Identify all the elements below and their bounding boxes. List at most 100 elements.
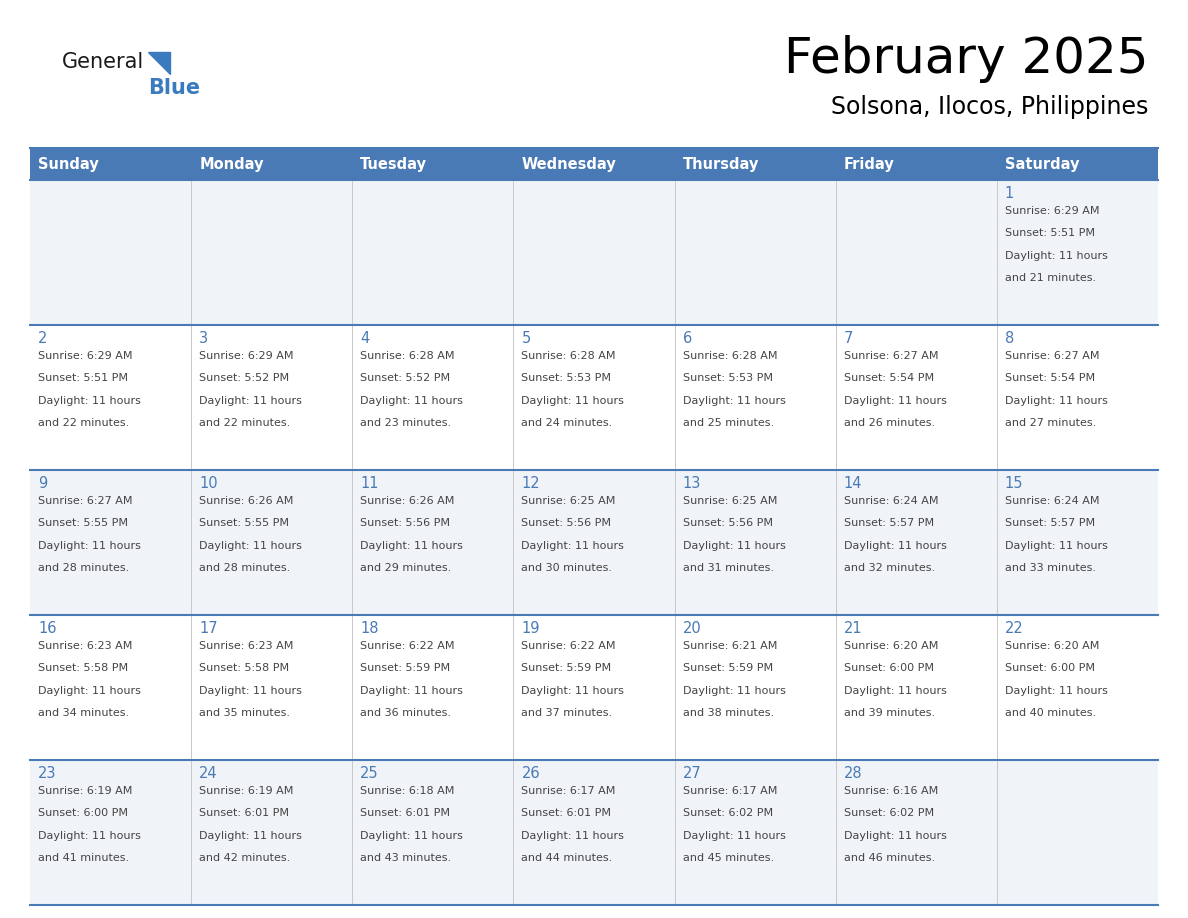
Text: Solsona, Ilocos, Philippines: Solsona, Ilocos, Philippines — [830, 95, 1148, 119]
Text: 25: 25 — [360, 766, 379, 781]
Text: Daylight: 11 hours: Daylight: 11 hours — [522, 831, 625, 841]
Text: and 23 minutes.: and 23 minutes. — [360, 419, 451, 429]
Bar — [835, 615, 997, 760]
Text: 17: 17 — [200, 621, 217, 636]
Text: and 24 minutes.: and 24 minutes. — [522, 419, 613, 429]
Text: Daylight: 11 hours: Daylight: 11 hours — [843, 541, 947, 551]
Text: and 26 minutes.: and 26 minutes. — [843, 419, 935, 429]
Text: Daylight: 11 hours: Daylight: 11 hours — [1005, 686, 1107, 696]
Text: Daylight: 11 hours: Daylight: 11 hours — [360, 831, 463, 841]
Text: Tuesday: Tuesday — [360, 156, 428, 172]
Text: 26: 26 — [522, 766, 541, 781]
Bar — [30, 615, 191, 760]
Bar — [835, 760, 997, 905]
Bar — [675, 148, 835, 180]
Bar — [997, 148, 1158, 180]
Text: Daylight: 11 hours: Daylight: 11 hours — [683, 396, 785, 406]
Text: 21: 21 — [843, 621, 862, 636]
Text: and 22 minutes.: and 22 minutes. — [38, 419, 129, 429]
Bar — [997, 325, 1158, 470]
Text: Sunrise: 6:21 AM: Sunrise: 6:21 AM — [683, 641, 777, 651]
Text: Daylight: 11 hours: Daylight: 11 hours — [38, 396, 141, 406]
Text: Sunrise: 6:20 AM: Sunrise: 6:20 AM — [843, 641, 939, 651]
Text: Sunrise: 6:25 AM: Sunrise: 6:25 AM — [683, 496, 777, 506]
Text: 20: 20 — [683, 621, 701, 636]
Text: Sunset: 5:59 PM: Sunset: 5:59 PM — [360, 664, 450, 674]
Text: 19: 19 — [522, 621, 541, 636]
Text: 11: 11 — [360, 476, 379, 491]
Text: and 43 minutes.: and 43 minutes. — [360, 854, 451, 864]
Bar — [30, 470, 191, 615]
Text: and 29 minutes.: and 29 minutes. — [360, 564, 451, 574]
Text: 13: 13 — [683, 476, 701, 491]
Bar — [191, 325, 353, 470]
Text: Sunset: 5:53 PM: Sunset: 5:53 PM — [683, 374, 772, 384]
Text: 8: 8 — [1005, 331, 1015, 346]
Bar — [675, 180, 835, 325]
Text: and 33 minutes.: and 33 minutes. — [1005, 564, 1095, 574]
Text: and 36 minutes.: and 36 minutes. — [360, 709, 451, 719]
Bar — [675, 760, 835, 905]
Bar — [191, 760, 353, 905]
Text: and 35 minutes.: and 35 minutes. — [200, 709, 290, 719]
Text: Sunset: 5:57 PM: Sunset: 5:57 PM — [1005, 519, 1095, 529]
Text: Sunrise: 6:27 AM: Sunrise: 6:27 AM — [1005, 351, 1099, 361]
Bar — [30, 760, 191, 905]
Text: 28: 28 — [843, 766, 862, 781]
Text: Sunset: 6:00 PM: Sunset: 6:00 PM — [843, 664, 934, 674]
Text: Sunrise: 6:29 AM: Sunrise: 6:29 AM — [200, 351, 293, 361]
Text: Daylight: 11 hours: Daylight: 11 hours — [38, 541, 141, 551]
Bar — [997, 180, 1158, 325]
Text: and 37 minutes.: and 37 minutes. — [522, 709, 613, 719]
Bar — [997, 470, 1158, 615]
Text: and 39 minutes.: and 39 minutes. — [843, 709, 935, 719]
Text: Daylight: 11 hours: Daylight: 11 hours — [522, 541, 625, 551]
Text: Sunrise: 6:24 AM: Sunrise: 6:24 AM — [843, 496, 939, 506]
Text: Daylight: 11 hours: Daylight: 11 hours — [843, 686, 947, 696]
Text: Sunday: Sunday — [38, 156, 99, 172]
Bar — [675, 470, 835, 615]
Bar — [353, 325, 513, 470]
Text: Sunset: 6:02 PM: Sunset: 6:02 PM — [683, 809, 772, 819]
Text: Daylight: 11 hours: Daylight: 11 hours — [683, 831, 785, 841]
Text: and 44 minutes.: and 44 minutes. — [522, 854, 613, 864]
Text: Daylight: 11 hours: Daylight: 11 hours — [200, 831, 302, 841]
Text: 12: 12 — [522, 476, 541, 491]
Text: Blue: Blue — [148, 78, 200, 98]
Text: Sunrise: 6:26 AM: Sunrise: 6:26 AM — [200, 496, 293, 506]
Text: and 25 minutes.: and 25 minutes. — [683, 419, 773, 429]
Text: Sunrise: 6:29 AM: Sunrise: 6:29 AM — [38, 351, 133, 361]
Text: Sunrise: 6:19 AM: Sunrise: 6:19 AM — [200, 786, 293, 796]
Text: Sunrise: 6:29 AM: Sunrise: 6:29 AM — [1005, 206, 1099, 216]
Bar — [353, 470, 513, 615]
Text: Sunset: 6:00 PM: Sunset: 6:00 PM — [38, 809, 128, 819]
Bar — [191, 148, 353, 180]
Text: Sunset: 6:02 PM: Sunset: 6:02 PM — [843, 809, 934, 819]
Bar — [835, 325, 997, 470]
Text: 5: 5 — [522, 331, 531, 346]
Text: 14: 14 — [843, 476, 862, 491]
Bar — [353, 148, 513, 180]
Text: Sunset: 5:56 PM: Sunset: 5:56 PM — [683, 519, 772, 529]
Text: Sunset: 5:58 PM: Sunset: 5:58 PM — [38, 664, 128, 674]
Text: Daylight: 11 hours: Daylight: 11 hours — [843, 396, 947, 406]
Text: Sunrise: 6:17 AM: Sunrise: 6:17 AM — [683, 786, 777, 796]
Text: Sunrise: 6:17 AM: Sunrise: 6:17 AM — [522, 786, 615, 796]
Text: and 28 minutes.: and 28 minutes. — [200, 564, 290, 574]
Text: 15: 15 — [1005, 476, 1023, 491]
Text: Sunset: 6:00 PM: Sunset: 6:00 PM — [1005, 664, 1095, 674]
Text: Sunset: 5:58 PM: Sunset: 5:58 PM — [200, 664, 290, 674]
Text: Daylight: 11 hours: Daylight: 11 hours — [683, 541, 785, 551]
Bar — [30, 325, 191, 470]
Text: Sunrise: 6:28 AM: Sunrise: 6:28 AM — [522, 351, 617, 361]
Bar — [513, 470, 675, 615]
Text: Sunset: 5:51 PM: Sunset: 5:51 PM — [1005, 229, 1095, 239]
Text: and 31 minutes.: and 31 minutes. — [683, 564, 773, 574]
Text: and 46 minutes.: and 46 minutes. — [843, 854, 935, 864]
Bar — [513, 615, 675, 760]
Text: and 21 minutes.: and 21 minutes. — [1005, 274, 1097, 284]
Text: Sunrise: 6:23 AM: Sunrise: 6:23 AM — [38, 641, 132, 651]
Text: Sunset: 6:01 PM: Sunset: 6:01 PM — [522, 809, 612, 819]
Text: and 30 minutes.: and 30 minutes. — [522, 564, 613, 574]
Bar — [513, 760, 675, 905]
